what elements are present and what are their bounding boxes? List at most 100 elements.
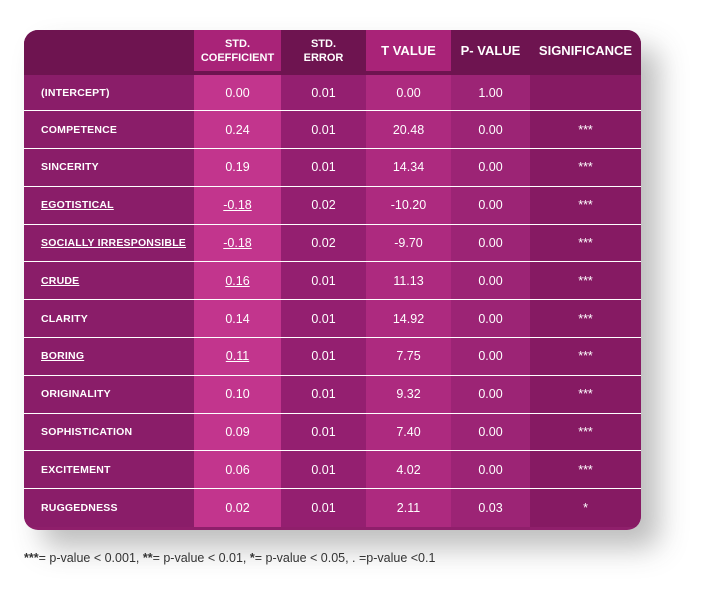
p-value-cell-text: 0.00 (478, 273, 503, 288)
table-row: SOPHISTICATION 0.09 0.01 7.40 0.00 *** (24, 412, 641, 451)
footnote-text-1: = p-value < 0.001, (38, 551, 143, 565)
std-coefficient-cell-text: -0.18 (223, 198, 252, 213)
std-error-cell-text: 0.01 (311, 311, 336, 326)
t-value-cell: -9.70 (366, 223, 451, 262)
std-error-cell-text: 0.01 (311, 425, 336, 440)
t-value-cell: 20.48 (366, 110, 451, 149)
p-value-cell-text: 0.00 (478, 349, 503, 364)
p-value-cell: 0.00 (451, 337, 530, 376)
std-error-cell: 0.02 (281, 223, 366, 262)
std-error-cell-text: 0.02 (311, 198, 336, 213)
p-value-cell-text: 0.00 (478, 425, 503, 440)
std-coefficient-cell-text: -0.18 (223, 236, 252, 251)
header-std-error-line2: ERROR (303, 51, 344, 64)
row-label-text: CLARITY (41, 312, 88, 325)
p-value-cell-text: 0.00 (478, 160, 503, 175)
std-error-cell-text: 0.01 (311, 122, 336, 137)
row-label: SOPHISTICATION (24, 412, 194, 451)
t-value-cell-text: 11.13 (393, 273, 424, 288)
p-value-cell: 0.00 (451, 223, 530, 262)
footnote-one-star: * (249, 551, 255, 565)
p-value-cell-text: 0.00 (478, 387, 503, 402)
t-value-cell-text: 20.48 (392, 122, 425, 137)
std-coefficient-cell: 0.19 (194, 148, 281, 187)
significance-cell (530, 71, 641, 111)
table-row: CLARITY 0.14 0.01 14.92 0.00 *** (24, 299, 641, 338)
significance-cell: *** (530, 223, 641, 262)
p-value-cell-text: 0.00 (478, 462, 503, 477)
std-error-cell: 0.01 (281, 488, 366, 527)
header-std-error-line1: STD. (310, 37, 337, 50)
p-value-cell-text: 0.00 (478, 122, 503, 137)
t-value-cell: 7.75 (366, 337, 451, 376)
t-value-cell-text: 9.32 (396, 387, 421, 402)
std-coefficient-cell: 0.11 (194, 337, 281, 376)
row-label-text: SOPHISTICATION (41, 426, 133, 439)
row-label-text: CRUDE (41, 274, 80, 287)
significance-cell-text: *** (578, 160, 593, 175)
header-p-value-label: P- VALUE (460, 42, 521, 58)
t-value-cell: 0.00 (366, 71, 451, 111)
row-label: COMPETENCE (24, 110, 194, 149)
std-coefficient-cell: 0.09 (194, 412, 281, 451)
std-error-cell: 0.02 (281, 185, 366, 225)
std-coefficient-cell-text: 0.14 (225, 311, 250, 326)
t-value-cell-text: 7.75 (396, 349, 421, 364)
row-label: EGOTISTICAL (24, 185, 194, 225)
significance-cell-text: *** (578, 273, 593, 288)
t-value-cell-text: 14.92 (392, 311, 425, 326)
significance-cell-text: *** (578, 311, 593, 326)
table-row: BORING 0.11 0.01 7.75 0.00 *** (24, 337, 641, 376)
significance-cell: *** (530, 450, 641, 489)
header-std-coefficient: STD. COEFFICIENT (194, 30, 281, 73)
footnote-two-stars: ** (142, 551, 153, 565)
p-value-cell-text: 0.00 (478, 198, 503, 213)
std-coefficient-cell-text: 0.19 (225, 160, 250, 175)
regression-table: STD. COEFFICIENT STD. ERROR T VALUE P- V… (24, 30, 641, 527)
significance-cell-text: * (583, 500, 588, 515)
table-row: COMPETENCE 0.24 0.01 20.48 0.00 *** (24, 110, 641, 149)
std-error-cell-text: 0.01 (311, 85, 336, 100)
table-row: CRUDE 0.16 0.01 11.13 0.00 *** (24, 261, 641, 300)
header-p-value: P- VALUE (451, 30, 530, 73)
t-value-cell: 14.92 (366, 299, 451, 338)
row-label-text: BORING (41, 350, 85, 363)
footnote-three-stars: *** (24, 551, 39, 565)
row-label: ORIGINALITY (24, 374, 194, 414)
row-label-text: EGOTISTICAL (41, 199, 114, 212)
p-value-cell: 0.03 (451, 488, 530, 527)
std-error-cell: 0.01 (281, 110, 366, 149)
t-value-cell: 2.11 (366, 488, 451, 527)
t-value-cell: 14.34 (366, 148, 451, 187)
row-label-text: COMPETENCE (41, 123, 118, 136)
table-row: (INTERCEPT) 0.00 0.01 0.00 1.00 (24, 71, 641, 111)
std-error-cell-text: 0.01 (311, 349, 336, 364)
t-value-cell-text: 14.34 (392, 160, 425, 175)
std-coefficient-cell-text: 0.16 (225, 273, 250, 288)
t-value-cell-text: -10.20 (390, 198, 427, 213)
std-error-cell-text: 0.01 (311, 462, 336, 477)
table-row: EXCITEMENT 0.06 0.01 4.02 0.00 *** (24, 450, 641, 489)
std-error-cell: 0.01 (281, 450, 366, 489)
std-error-cell: 0.01 (281, 71, 366, 111)
header-std-coefficient-line2: COEFFICIENT (200, 51, 275, 64)
std-coefficient-cell-text: 0.06 (225, 462, 250, 477)
p-value-cell: 0.00 (451, 299, 530, 338)
std-error-cell-text: 0.01 (311, 500, 336, 515)
t-value-cell: 9.32 (366, 374, 451, 414)
row-label: CLARITY (24, 299, 194, 338)
significance-cell-text: *** (578, 236, 593, 251)
regression-table-card: STD. COEFFICIENT STD. ERROR T VALUE P- V… (24, 30, 641, 530)
significance-cell-text: *** (578, 122, 593, 137)
t-value-cell-text: 2.11 (396, 500, 421, 515)
significance-cell-text: *** (578, 387, 593, 402)
header-row: STD. COEFFICIENT STD. ERROR T VALUE P- V… (24, 30, 641, 73)
std-coefficient-cell-text: 0.00 (225, 85, 250, 100)
footnote-text-3: = p-value < 0.05, . =p-value <0.1 (254, 551, 436, 565)
significance-cell: *** (530, 299, 641, 338)
row-label-text: (INTERCEPT) (41, 86, 110, 99)
p-value-cell: 0.00 (451, 450, 530, 489)
std-coefficient-cell: -0.18 (194, 223, 281, 262)
p-value-cell-text: 0.03 (478, 500, 503, 515)
